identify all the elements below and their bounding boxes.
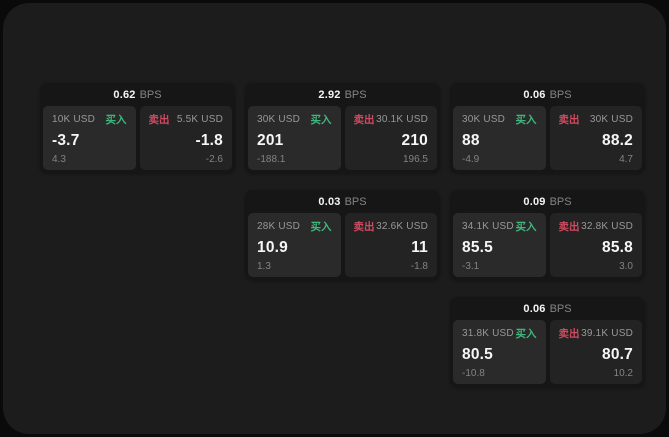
sell-panel[interactable]: 卖出 30K USD 88.2 4.7 <box>549 106 642 170</box>
quote-card: 0.09 BPS 34.1K USD 买入 85.5 -3.1 卖出 <box>450 190 645 280</box>
sell-size: 32.6K USD <box>376 221 428 232</box>
sell-panel[interactable]: 卖出 5.5K USD -1.8 -2.6 <box>139 106 232 170</box>
sell-size: 39.1K USD <box>581 328 633 339</box>
quote-body: 28K USD 买入 10.9 1.3 卖出 32.6K USD 11 -1.8 <box>245 213 440 280</box>
sell-panel[interactable]: 卖出 32.8K USD 85.8 3.0 <box>549 213 642 277</box>
quote-card: 0.06 BPS 31.8K USD 买入 80.5 -10.8 卖 <box>450 297 645 387</box>
spread-header: 0.06 BPS <box>450 297 645 320</box>
spread-value: 0.62 <box>113 88 136 101</box>
buy-price: 201 <box>257 131 284 149</box>
sell-price: 88.2 <box>602 131 633 149</box>
buy-change: 4.3 <box>52 154 66 165</box>
buy-label: 买入 <box>310 114 332 126</box>
sell-label: 卖出 <box>353 114 375 126</box>
bps-unit-label: BPS <box>139 88 162 101</box>
quote-card: 0.03 BPS 28K USD 买入 10.9 1.3 卖出 <box>245 190 440 280</box>
buy-size: 10K USD <box>52 114 96 125</box>
sell-panel[interactable]: 卖出 32.6K USD 11 -1.8 <box>344 213 437 277</box>
buy-price: 88 <box>462 131 480 149</box>
spread-value: 0.09 <box>523 195 546 208</box>
buy-price: 10.9 <box>257 238 288 256</box>
buy-label: 买入 <box>515 114 537 126</box>
bps-unit-label: BPS <box>549 88 572 101</box>
sell-change: 196.5 <box>402 154 428 165</box>
spread-header: 2.92 BPS <box>245 83 440 106</box>
buy-panel[interactable]: 34.1K USD 买入 85.5 -3.1 <box>453 213 546 277</box>
sell-label: 卖出 <box>353 221 375 233</box>
sell-size: 30K USD <box>589 114 633 125</box>
sell-label: 卖出 <box>558 114 580 126</box>
sell-size: 5.5K USD <box>176 114 223 125</box>
buy-panel[interactable]: 30K USD 买入 201 -188.1 <box>248 106 341 170</box>
buy-price: 85.5 <box>462 238 493 256</box>
sell-label: 卖出 <box>558 328 580 340</box>
quote-body: 31.8K USD 买入 80.5 -10.8 卖出 39.1K USD 80.… <box>450 320 645 387</box>
bps-unit-label: BPS <box>344 88 367 101</box>
spread-header: 0.09 BPS <box>450 190 645 213</box>
spread-value: 0.06 <box>523 302 546 315</box>
buy-size: 31.8K USD <box>462 328 514 339</box>
buy-change: -188.1 <box>257 154 286 165</box>
buy-panel[interactable]: 31.8K USD 买入 80.5 -10.8 <box>453 320 546 384</box>
buy-label: 买入 <box>515 221 537 233</box>
spread-header: 0.03 BPS <box>245 190 440 213</box>
sell-label: 卖出 <box>148 114 170 126</box>
buy-panel[interactable]: 30K USD 买入 88 -4.9 <box>453 106 546 170</box>
buy-change: -10.8 <box>462 368 485 379</box>
sell-size: 30.1K USD <box>376 114 428 125</box>
quote-body: 10K USD 买入 -3.7 4.3 卖出 5.5K USD -1.8 -2.… <box>40 106 235 173</box>
buy-size: 30K USD <box>462 114 506 125</box>
sell-label: 卖出 <box>558 221 580 233</box>
sell-panel[interactable]: 卖出 39.1K USD 80.7 10.2 <box>549 320 642 384</box>
sell-price: -1.8 <box>195 131 223 149</box>
quote-body: 30K USD 买入 88 -4.9 卖出 30K USD 88.2 4.7 <box>450 106 645 173</box>
buy-panel[interactable]: 28K USD 买入 10.9 1.3 <box>248 213 341 277</box>
spread-value: 0.06 <box>523 88 546 101</box>
quote-body: 30K USD 买入 201 -188.1 卖出 30.1K USD 210 1… <box>245 106 440 173</box>
sell-change: 10.2 <box>613 368 633 379</box>
sell-price: 80.7 <box>602 345 633 363</box>
buy-label: 买入 <box>310 221 332 233</box>
buy-size: 30K USD <box>257 114 301 125</box>
quotes-panel: 0.62 BPS 10K USD 买入 -3.7 4.3 卖出 <box>3 3 666 434</box>
sell-change: -1.8 <box>410 261 428 272</box>
buy-label: 买入 <box>515 328 537 340</box>
sell-panel[interactable]: 卖出 30.1K USD 210 196.5 <box>344 106 437 170</box>
spread-header: 0.06 BPS <box>450 83 645 106</box>
quote-card: 0.06 BPS 30K USD 买入 88 -4.9 卖出 <box>450 83 645 173</box>
sell-price: 85.8 <box>602 238 633 256</box>
sell-price: 11 <box>411 238 428 256</box>
buy-change: -3.1 <box>462 261 480 272</box>
buy-size: 34.1K USD <box>462 221 514 232</box>
quote-card: 2.92 BPS 30K USD 买入 201 -188.1 卖出 <box>245 83 440 173</box>
quote-body: 34.1K USD 买入 85.5 -3.1 卖出 32.8K USD 85.8… <box>450 213 645 280</box>
bps-unit-label: BPS <box>344 195 367 208</box>
spread-header: 0.62 BPS <box>40 83 235 106</box>
sell-change: 3.0 <box>619 261 633 272</box>
spread-value: 2.92 <box>318 88 341 101</box>
sell-change: -2.6 <box>205 154 223 165</box>
spread-value: 0.03 <box>318 195 341 208</box>
sell-price: 210 <box>401 131 428 149</box>
quote-card: 0.62 BPS 10K USD 买入 -3.7 4.3 卖出 <box>40 83 235 173</box>
sell-size: 32.8K USD <box>581 221 633 232</box>
buy-label: 买入 <box>105 114 127 126</box>
buy-price: -3.7 <box>52 131 80 149</box>
buy-panel[interactable]: 10K USD 买入 -3.7 4.3 <box>43 106 136 170</box>
buy-change: 1.3 <box>257 261 271 272</box>
buy-change: -4.9 <box>462 154 480 165</box>
buy-size: 28K USD <box>257 221 301 232</box>
buy-price: 80.5 <box>462 345 493 363</box>
sell-change: 4.7 <box>619 154 633 165</box>
bps-unit-label: BPS <box>549 302 572 315</box>
quote-card-grid: 0.62 BPS 10K USD 买入 -3.7 4.3 卖出 <box>40 83 645 387</box>
bps-unit-label: BPS <box>549 195 572 208</box>
